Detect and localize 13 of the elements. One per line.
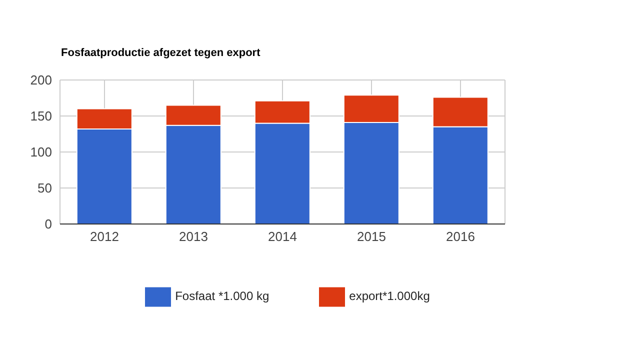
legend-label: export*1.000kg [349, 289, 430, 304]
x-tick-label: 2013 [179, 229, 208, 244]
y-tick-label: 50 [38, 180, 52, 196]
x-tick-label: 2012 [90, 229, 119, 244]
x-tick-label: 2016 [446, 229, 475, 244]
y-tick-label: 100 [30, 144, 52, 160]
legend-label: Fosfaat *1.000 kg [175, 289, 270, 304]
chart-title: Fosfaatproductie afgezet tegen export [61, 47, 260, 59]
y-tick-label: 200 [30, 72, 52, 88]
x-tick-label: 2015 [357, 229, 386, 244]
y-tick-label: 150 [30, 108, 52, 124]
x-tick-label: 2014 [268, 229, 297, 244]
y-tick-label: 0 [44, 216, 52, 232]
